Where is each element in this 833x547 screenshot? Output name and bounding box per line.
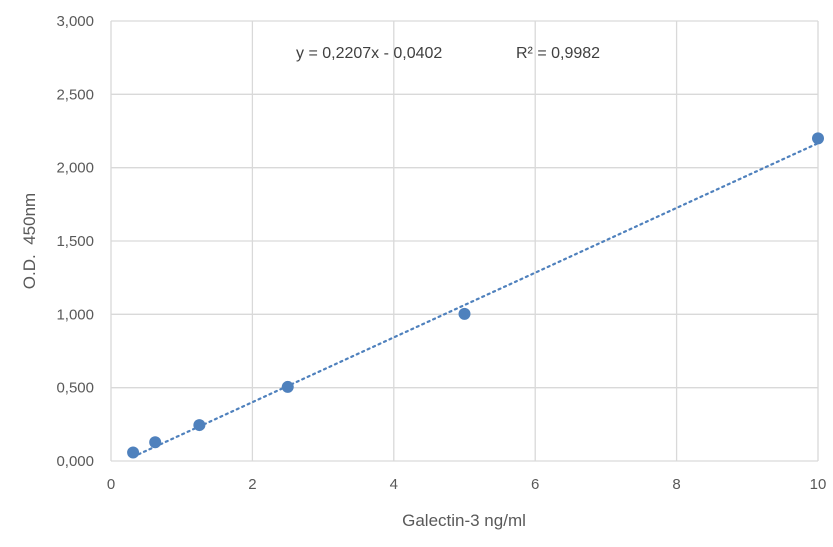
y-tick-label: 3,000	[56, 13, 94, 30]
x-tick-label: 10	[810, 476, 827, 493]
data-point	[281, 380, 294, 393]
data-point	[193, 419, 206, 432]
y-tick-label: 2,500	[56, 86, 94, 103]
data-points	[127, 132, 824, 459]
trendline	[131, 142, 820, 458]
data-point	[127, 446, 140, 459]
y-axis-title: O.D. 450nm	[20, 193, 39, 289]
y-tick-label: 1,500	[56, 233, 94, 250]
x-axis-ticks: 0 2 4 6 8 10	[107, 476, 827, 493]
trendline-equation: y = 0,2207x - 0,0402	[296, 45, 442, 62]
y-tick-label: 0,500	[56, 380, 94, 397]
gridlines	[110, 20, 819, 462]
r-squared-label: R² = 0,9982	[516, 45, 600, 62]
x-tick-label: 2	[248, 476, 256, 493]
y-tick-label: 0,000	[56, 453, 94, 470]
data-point	[812, 132, 824, 145]
data-point	[149, 436, 162, 449]
x-tick-label: 4	[390, 476, 398, 493]
x-axis-title: Galectin-3 ng/ml	[402, 511, 526, 530]
x-tick-label: 0	[107, 476, 115, 493]
y-tick-label: 1,000	[56, 306, 94, 323]
y-tick-label: 2,000	[56, 160, 94, 177]
x-tick-label: 8	[672, 476, 680, 493]
y-axis-ticks: 0,000 0,500 1,000 1,500 2,000 2,500 3,000	[56, 13, 94, 470]
data-point	[458, 307, 471, 320]
x-tick-label: 6	[531, 476, 539, 493]
